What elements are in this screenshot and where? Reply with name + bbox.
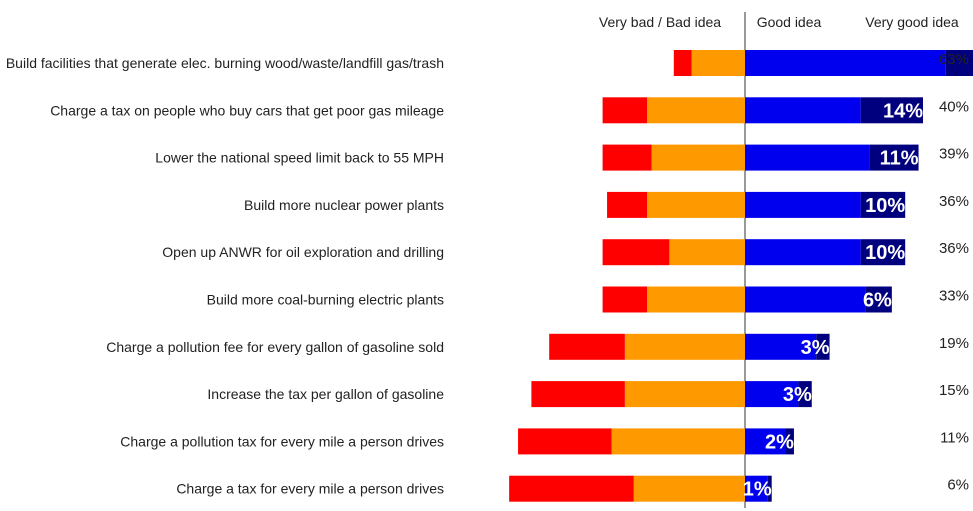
very-good-label: 11% [880,148,919,170]
total-positive-label: 39% [939,146,969,163]
category-label: Open up ANWR for oil exploration and dri… [162,244,444,260]
bar-very-bad [602,239,670,266]
bar-very-bad [531,381,625,408]
bar-very-good [816,333,830,360]
bar-bad [691,50,745,76]
bar-good [745,286,866,313]
category-label: Build more coal-burning electric plants [207,292,444,308]
bar-very-bad [518,428,612,455]
category-label: Build facilities that generate elec. bur… [6,55,444,71]
bar-good [745,97,861,124]
bar-good [745,333,817,360]
category-label: Build more nuclear power plants [244,197,444,213]
bar-very-good [860,97,923,124]
bar-bad [633,475,745,502]
total-positive-label: 19% [939,335,969,352]
bar-very-bad [673,50,692,76]
category-label: Charge a tax on people who buy cars that… [50,102,444,118]
bar-very-good [860,191,906,218]
bar-good [745,50,946,76]
bar-very-good [860,239,906,266]
total-positive-label: 40% [939,98,969,115]
bar-very-bad [607,191,648,218]
bar-bad [669,239,745,266]
total-positive-label: 15% [939,382,969,399]
header-good: Good idea [757,14,822,30]
bar-bad [611,428,745,455]
bar-good [745,381,799,408]
chart-rows: 18%Build facilities that generate elec. … [6,50,973,502]
bar-very-good [798,381,812,408]
very-good-label: 3% [783,384,812,406]
very-good-label: 10% [865,242,905,264]
bar-very-good [945,50,973,76]
category-label: Lower the national speed limit back to 5… [155,150,444,166]
bar-good [745,428,786,455]
bar-very-good [869,144,919,171]
bar-good [745,144,870,171]
bar-very-bad [602,97,648,124]
category-label: Increase the tax per gallon of gasoline [207,386,444,402]
total-positive-label: 33% [939,288,969,305]
bar-bad [651,144,745,171]
very-good-label: 3% [801,337,830,359]
total-positive-label: 63% [939,51,969,68]
bar-very-bad [509,475,634,502]
header-bad: Very bad / Bad idea [599,14,721,30]
total-positive-label: 6% [947,477,969,494]
category-label: Charge a pollution fee for every gallon … [106,339,444,355]
bar-good [745,191,861,218]
category-label: Charge a tax for every mile a person dri… [176,481,444,497]
category-label: Charge a pollution tax for every mile a … [120,433,444,449]
bar-very-good [865,286,892,313]
header-very-good: Very good idea [865,14,959,30]
bar-bad [647,191,745,218]
bar-bad [624,381,745,408]
bar-very-bad [602,286,648,313]
very-good-label: 6% [863,290,892,312]
very-good-label: 2% [765,431,794,453]
bar-good [745,239,861,266]
total-positive-label: 36% [939,193,969,210]
total-positive-label: 36% [939,240,969,257]
very-good-label: 10% [865,195,905,217]
bar-bad [647,97,745,124]
bar-bad [647,286,745,313]
bar-very-bad [602,144,652,171]
bar-bad [624,333,745,360]
bar-very-good [785,428,794,455]
total-positive-label: 11% [940,429,969,446]
very-good-label: 1% [743,479,772,501]
bar-good [745,475,768,502]
bar-very-bad [549,333,625,360]
very-good-label: 14% [883,100,923,122]
bar-very-good [767,475,772,502]
